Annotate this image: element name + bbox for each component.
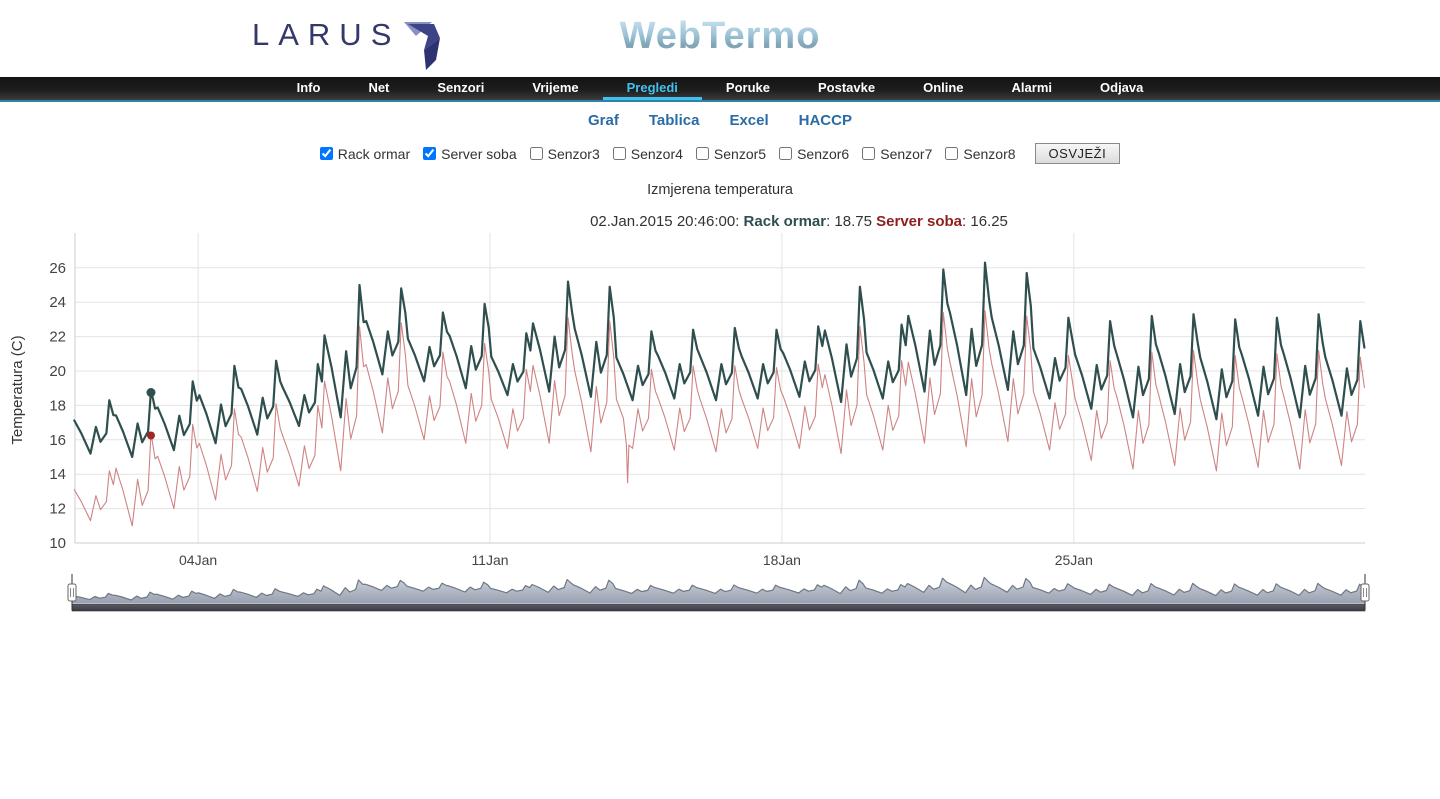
subnav-link-haccp[interactable]: HACCP xyxy=(798,112,852,129)
checkbox-senzor7[interactable]: Senzor7 xyxy=(862,146,932,162)
checkbox-label-senzor8: Senzor8 xyxy=(963,145,1016,162)
nav-item-vrijeme[interactable]: Vrijeme xyxy=(532,80,579,95)
checkbox-label-senzor5: Senzor5 xyxy=(713,145,767,162)
checkbox-senzor8[interactable]: Senzor8 xyxy=(945,145,1016,162)
checkbox-input-senzor4[interactable] xyxy=(612,147,626,160)
subnav-link-excel[interactable]: Excel xyxy=(729,112,769,129)
hover-marker-rack-ormar xyxy=(146,388,156,397)
checkbox-senzor3[interactable]: Senzor3 xyxy=(529,145,600,162)
checkbox-senzor4[interactable]: Senzor4 xyxy=(612,145,683,162)
readout-series2-label: Server soba xyxy=(876,213,963,230)
checkbox-label-senzor6: Senzor6 xyxy=(797,145,850,162)
navigator-left-handle[interactable] xyxy=(67,583,77,602)
y-tick-label-14: 14 xyxy=(49,466,66,483)
larus-bird-icon xyxy=(404,22,441,70)
y-tick-label-24: 24 xyxy=(49,294,66,311)
larus-logo: LARUS xyxy=(252,16,448,72)
checkbox-input-server-soba[interactable] xyxy=(423,147,437,160)
nav-item-info[interactable]: Info xyxy=(296,80,321,95)
y-tick-label-10: 10 xyxy=(49,535,66,552)
checkbox-label-rack-ormar: Rack ormar xyxy=(337,145,411,162)
subnav-link-tablica[interactable]: Tablica xyxy=(648,112,700,129)
nav-item-alarmi[interactable]: Alarmi xyxy=(1011,80,1053,95)
x-tick-label-04jan: 04Jan xyxy=(179,552,217,568)
checkbox-input-senzor6[interactable] xyxy=(779,147,793,160)
checkbox-label-senzor7: Senzor7 xyxy=(880,145,933,162)
checkbox-input-senzor7[interactable] xyxy=(862,147,876,160)
navigator-area[interactable] xyxy=(72,577,1365,603)
readout-series1-label: Rack ormar xyxy=(743,213,827,230)
temperature-chart[interactable]: 10 12 14 16 18 20 22 24 26 04Jan 11Jan 18Jan 25Jan Te… xyxy=(0,225,1440,625)
chart-readout: 02.Jan.2015 20:46:00: Rack ormar: 18.75 … xyxy=(0,213,1440,230)
page-header: LARUS WebTermo xyxy=(0,0,1440,77)
nav-item-odjava[interactable]: Odjava xyxy=(1100,80,1144,95)
y-tick-label-22: 22 xyxy=(49,329,66,346)
x-tick-label-25jan: 25Jan xyxy=(1055,552,1093,568)
sensor-controls: Rack ormar Server soba Senzor3 Senzor4 Senzo… xyxy=(0,143,1440,164)
navigator-outline xyxy=(73,576,1365,601)
subnav-link-graf[interactable]: Graf xyxy=(588,112,619,129)
checkbox-label-senzor4: Senzor4 xyxy=(630,145,683,162)
y-tick-label-12: 12 xyxy=(49,501,66,518)
nav-item-online[interactable]: Online xyxy=(923,80,964,95)
checkbox-input-senzor5[interactable] xyxy=(695,147,709,160)
view-subnav: Graf Tablica Excel HACCP xyxy=(0,112,1440,129)
readout-timestamp: 02.Jan.2015 20:46:00: xyxy=(590,213,744,230)
checkbox-label-server-soba: Server soba xyxy=(441,145,517,162)
x-tick-label-18jan: 18Jan xyxy=(763,552,801,568)
y-tick-label-18: 18 xyxy=(49,397,66,414)
checkbox-server-soba[interactable]: Server soba xyxy=(423,145,517,162)
x-tick-label-11jan: 11Jan xyxy=(471,552,508,568)
checkbox-input-senzor8[interactable] xyxy=(945,147,959,160)
navigator-right-handle[interactable] xyxy=(1360,583,1370,602)
y-axis-title: Temperatura (C) xyxy=(9,335,26,444)
hover-marker-server-soba xyxy=(146,431,155,440)
main-nav: Info Net Senzori Vrijeme Pregledi Poruke Posta… xyxy=(0,77,1440,102)
nav-item-poruke[interactable]: Poruke xyxy=(725,80,770,95)
app-title: WebTermo xyxy=(0,15,1440,58)
checkbox-senzor5[interactable]: Senzor5 xyxy=(695,145,767,162)
larus-logo-text: LARUS xyxy=(252,16,400,54)
plot-area[interactable] xyxy=(75,233,1365,543)
y-tick-label-16: 16 xyxy=(49,432,66,449)
checkbox-senzor6[interactable]: Senzor6 xyxy=(779,146,849,162)
nav-item-postavke[interactable]: Postavke xyxy=(818,80,876,95)
readout-series1-value: : 18.75 xyxy=(826,213,877,230)
nav-item-senzori[interactable]: Senzori xyxy=(437,80,485,95)
nav-item-pregledi[interactable]: Pregledi xyxy=(603,77,702,100)
checkbox-rack-ormar[interactable]: Rack ormar xyxy=(319,145,411,162)
checkbox-label-senzor3: Senzor3 xyxy=(547,145,600,162)
y-tick-label-26: 26 xyxy=(49,260,66,277)
readout-series2-value: : 16.25 xyxy=(962,213,1008,230)
y-tick-label-20: 20 xyxy=(49,363,66,380)
refresh-button[interactable]: OSVJEŽI xyxy=(1034,143,1121,164)
navigator-scrollbar[interactable] xyxy=(71,603,1366,612)
chart-title: Izmjerena temperatura xyxy=(647,182,793,198)
checkbox-input-rack-ormar[interactable] xyxy=(319,147,333,160)
series-line-server-soba xyxy=(73,310,1365,527)
checkbox-input-senzor3[interactable] xyxy=(529,147,543,160)
series-line-rack-ormar xyxy=(73,261,1366,459)
nav-item-net[interactable]: Net xyxy=(368,80,390,95)
